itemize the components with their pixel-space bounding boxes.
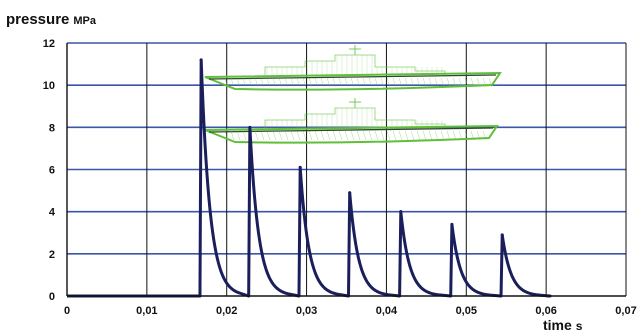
pulse-peak-point	[248, 125, 252, 129]
y-tick-label: 6	[49, 165, 55, 177]
pulse-peak-point	[298, 165, 302, 169]
y-tick-label: 12	[43, 38, 55, 50]
x-tick-label: 0,04	[376, 305, 398, 317]
axes	[66, 43, 626, 297]
y-tick-label: 2	[49, 249, 55, 261]
x-tick-label: 0,03	[296, 305, 317, 317]
grid-lines	[67, 42, 627, 296]
y-axis-label: pressure MPa	[6, 11, 97, 28]
y-tick-label: 8	[49, 122, 55, 134]
x-tick-label: 0,01	[136, 305, 157, 317]
ship-wireframe-icon	[204, 98, 499, 144]
x-axis-unit: s	[576, 319, 583, 333]
x-tick-label: 0	[64, 305, 70, 317]
plot-series	[67, 58, 552, 298]
y-tick-label: 0	[49, 291, 55, 303]
pulse-peak-point	[500, 233, 504, 237]
ship-insets	[204, 45, 502, 144]
pulse-peak-point	[399, 210, 403, 214]
x-tick-label: 0,07	[615, 305, 636, 317]
y-axis-unit: MPa	[73, 15, 97, 27]
y-tick-label: 10	[43, 80, 55, 92]
x-tick-label: 0,05	[456, 305, 477, 317]
ship-wireframe-icon	[204, 45, 502, 91]
pressure-series-line	[67, 58, 552, 298]
y-tick-label: 4	[49, 207, 56, 219]
x-tick-label: 0,02	[216, 305, 237, 317]
pulse-peak-point	[199, 58, 203, 62]
x-axis-label: time s	[543, 317, 583, 333]
tick-labels: 0 2 4 6 8 10 12 0 0,01 0,02 0,03 0,04 0,05 0,06 0,07	[43, 38, 637, 317]
pulse-peak-point	[450, 222, 454, 226]
x-tick-label: 0,06	[535, 305, 556, 317]
pulse-peak-point	[348, 191, 352, 195]
